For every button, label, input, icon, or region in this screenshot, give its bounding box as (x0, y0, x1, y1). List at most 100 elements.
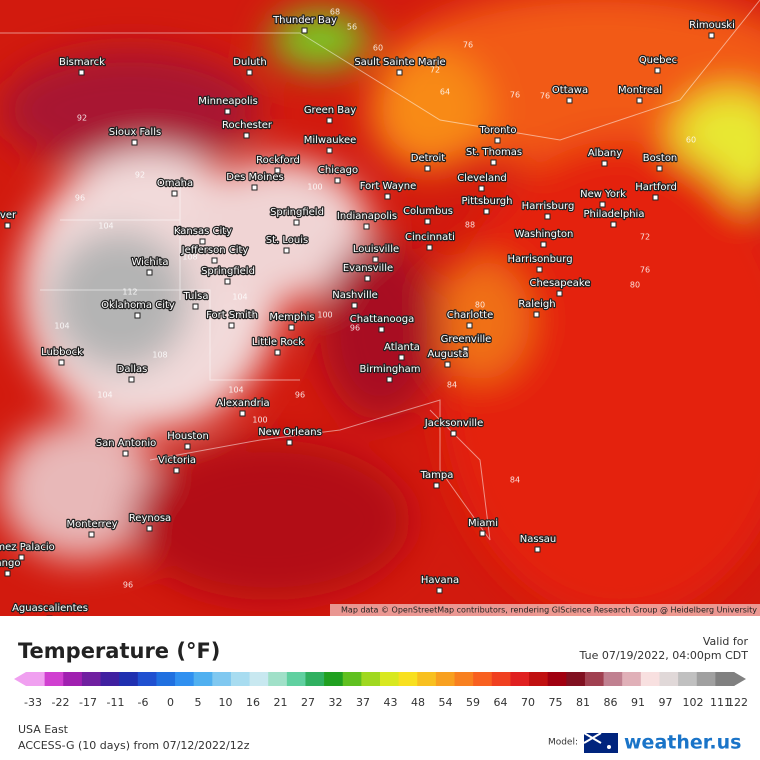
city-label: Oklahoma City (101, 300, 175, 311)
city-label: Wichita (131, 257, 168, 268)
legend-tick-label: 16 (246, 696, 260, 709)
contour-label: 76 (510, 91, 520, 100)
city-label: Indianapolis (337, 211, 397, 222)
color-swatch (473, 672, 493, 686)
contour-label: 84 (447, 381, 457, 390)
city-label: Monterrey (66, 519, 117, 530)
city-label: Rockford (256, 155, 300, 166)
region: USA East (18, 723, 69, 736)
city-label: ómez Palacio (0, 541, 55, 553)
color-swatch (342, 672, 362, 686)
legend-tick-label: 37 (356, 696, 370, 709)
city-marker (652, 194, 659, 201)
city-label: Sioux Falls (109, 127, 161, 138)
city-label: Jacksonville (424, 418, 483, 429)
legend-tick-label: 81 (576, 696, 590, 709)
attribution: Map data © OpenStreetMap contributors, r… (341, 606, 757, 615)
city-marker (378, 326, 385, 333)
legend-tick-label: 54 (439, 696, 453, 709)
city-label: ango (0, 558, 20, 569)
city-marker (18, 554, 25, 561)
city-label: Lubbock (41, 347, 83, 358)
model-label: Model: (548, 738, 578, 748)
city-label: Duluth (233, 57, 266, 68)
color-swatch (678, 672, 698, 686)
contour-label: 108 (152, 351, 167, 360)
city-marker (494, 137, 501, 144)
city-marker (192, 303, 199, 310)
city-marker (251, 184, 258, 191)
color-swatch (119, 672, 139, 686)
legend-tick-label: 5 (195, 696, 202, 709)
city-label: Springfield (201, 266, 255, 277)
city-marker (610, 221, 617, 228)
city-marker (654, 67, 661, 74)
city-marker (396, 69, 403, 76)
contour-label: 104 (232, 293, 247, 302)
contour-label: 64 (440, 88, 450, 97)
color-swatch (659, 672, 679, 686)
contour-label: 60 (373, 44, 383, 53)
city-label: Alexandria (216, 398, 269, 409)
city-marker (544, 213, 551, 220)
city-label: Evansville (343, 263, 393, 274)
city-marker (246, 69, 253, 76)
legend-tick-label: 70 (521, 696, 535, 709)
city-label: Omaha (157, 178, 193, 189)
city-marker (708, 32, 715, 39)
city-label: Tampa (420, 470, 454, 481)
city-marker (450, 430, 457, 437)
city-label: Kansas City (174, 226, 232, 237)
color-arrow (14, 672, 26, 686)
city-label: Harrisburg (522, 201, 575, 212)
city-label: Nassau (520, 534, 557, 545)
city-marker (364, 275, 371, 282)
color-swatch (268, 672, 288, 686)
city-label: Cleveland (457, 173, 507, 184)
city-marker (286, 439, 293, 446)
city-marker (601, 160, 608, 167)
city-label: Springfield (270, 207, 324, 218)
city-marker (224, 108, 231, 115)
contour-label: 60 (686, 136, 696, 145)
attribution-bg (330, 604, 760, 616)
city-marker (372, 256, 379, 263)
city-marker (363, 223, 370, 230)
color-swatch (603, 672, 623, 686)
city-marker (398, 354, 405, 361)
city-label: Dallas (117, 364, 148, 375)
contour-label: 76 (540, 92, 550, 101)
legend-tick-label: 27 (301, 696, 315, 709)
legend-tick-label: -17 (79, 696, 97, 709)
city-marker (436, 587, 443, 594)
city-marker (533, 311, 540, 318)
city-marker (4, 570, 11, 577)
city-marker (199, 238, 206, 245)
legend-tick-label: 64 (494, 696, 508, 709)
city-label: Detroit (411, 153, 446, 164)
contour-label: 72 (640, 233, 650, 242)
city-label: Boston (643, 153, 678, 164)
color-arrow (734, 672, 746, 686)
city-label: San Antonio (96, 438, 156, 449)
color-swatch (156, 672, 176, 686)
contour-label: 80 (475, 301, 485, 310)
city-label: Washington (515, 229, 574, 240)
legend-tick-label: 91 (631, 696, 645, 709)
color-swatch (44, 672, 64, 686)
city-label: Miami (468, 518, 498, 529)
city-label: Thunder Bay (272, 15, 337, 26)
city-marker (131, 139, 138, 146)
city-label: Jefferson City (181, 245, 249, 256)
city-marker (351, 302, 358, 309)
city-label: Sault Sainte Marie (354, 57, 445, 68)
city-label: Rochester (222, 120, 273, 131)
city-marker (462, 346, 469, 353)
city-marker (566, 97, 573, 104)
city-marker (171, 190, 178, 197)
city-label: Ottawa (552, 85, 588, 96)
contour-label: 92 (77, 114, 87, 123)
color-swatch (417, 672, 437, 686)
borders (0, 0, 760, 541)
